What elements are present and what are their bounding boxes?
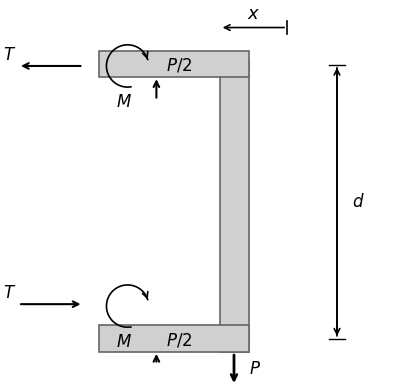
Text: $T$: $T$ xyxy=(3,46,16,64)
Text: $P$: $P$ xyxy=(250,360,261,378)
Text: $x$: $x$ xyxy=(247,5,260,23)
Text: $P/2$: $P/2$ xyxy=(166,56,192,74)
Text: $M$: $M$ xyxy=(116,93,132,111)
Text: $M$: $M$ xyxy=(116,333,132,351)
Text: $d$: $d$ xyxy=(353,193,365,211)
Bar xyxy=(220,60,249,352)
Text: $T$: $T$ xyxy=(3,284,16,302)
Text: $P/2$: $P/2$ xyxy=(166,331,192,349)
Bar xyxy=(99,51,249,78)
Bar xyxy=(99,325,249,352)
